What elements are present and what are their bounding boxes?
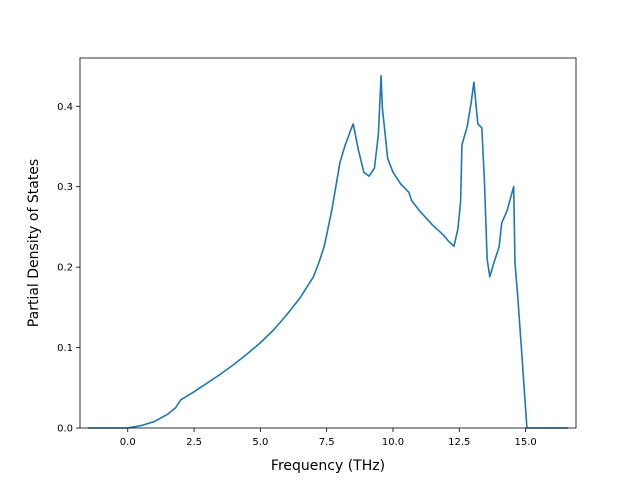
x-tick-label: 10.0	[382, 437, 404, 448]
y-tick-label: 0.3	[57, 182, 73, 193]
plot-area	[80, 58, 576, 428]
y-axis-ticks: 0.0 0.1 0.2 0.3 0.4	[57, 102, 80, 435]
x-tick-label: 12.5	[448, 437, 470, 448]
y-tick-label: 0.1	[57, 343, 73, 354]
x-axis-label: Frequency (THz)	[271, 458, 385, 474]
x-tick-label: 2.5	[186, 437, 202, 448]
y-tick-label: 0.2	[57, 263, 73, 274]
x-tick-label: 7.5	[319, 437, 335, 448]
x-tick-label: 15.0	[514, 437, 536, 448]
y-axis-label: Partial Density of States	[26, 159, 42, 327]
plot-frame	[79, 57, 577, 429]
x-tick-label: 0.0	[120, 437, 136, 448]
x-axis-ticks: 0.0 2.5 5.0 7.5 10.0 12.5 15.0	[120, 428, 537, 448]
y-tick-label: 0.0	[57, 424, 73, 435]
y-tick-label: 0.4	[57, 102, 73, 113]
pdos-line	[87, 74, 569, 429]
x-tick-label: 5.0	[252, 437, 268, 448]
